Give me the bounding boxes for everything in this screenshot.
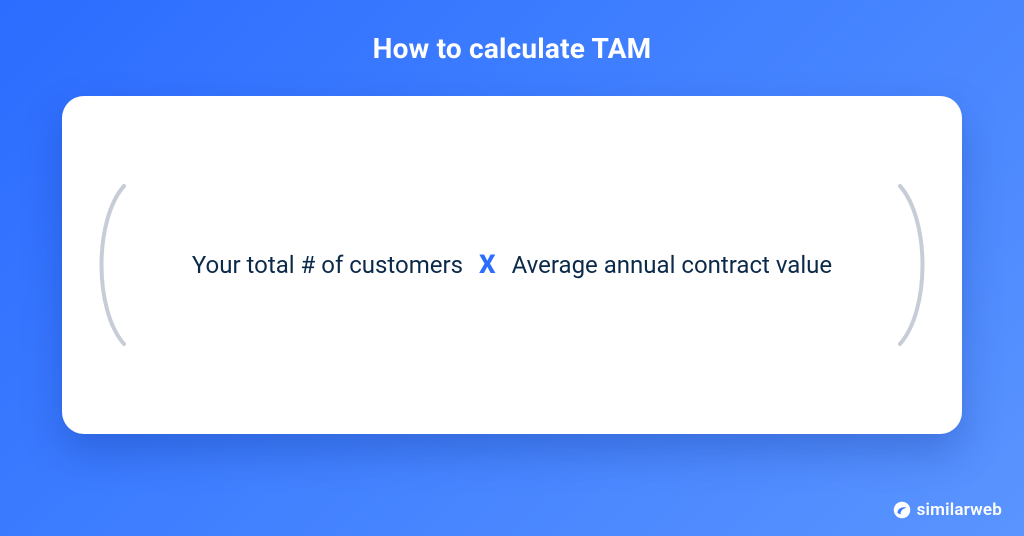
formula-row: Your total # of customers X Average annu…	[62, 96, 962, 434]
brand-logo: similarweb	[893, 500, 1002, 520]
formula-right-term: Average annual contract value	[512, 251, 833, 279]
brand-name: similarweb	[917, 500, 1002, 520]
formula-left-term: Your total # of customers	[192, 251, 463, 279]
formula-operator: X	[479, 250, 496, 280]
page-title: How to calculate TAM	[0, 32, 1024, 65]
formula-card: Your total # of customers X Average annu…	[62, 96, 962, 434]
brand-mark-icon	[893, 501, 911, 519]
